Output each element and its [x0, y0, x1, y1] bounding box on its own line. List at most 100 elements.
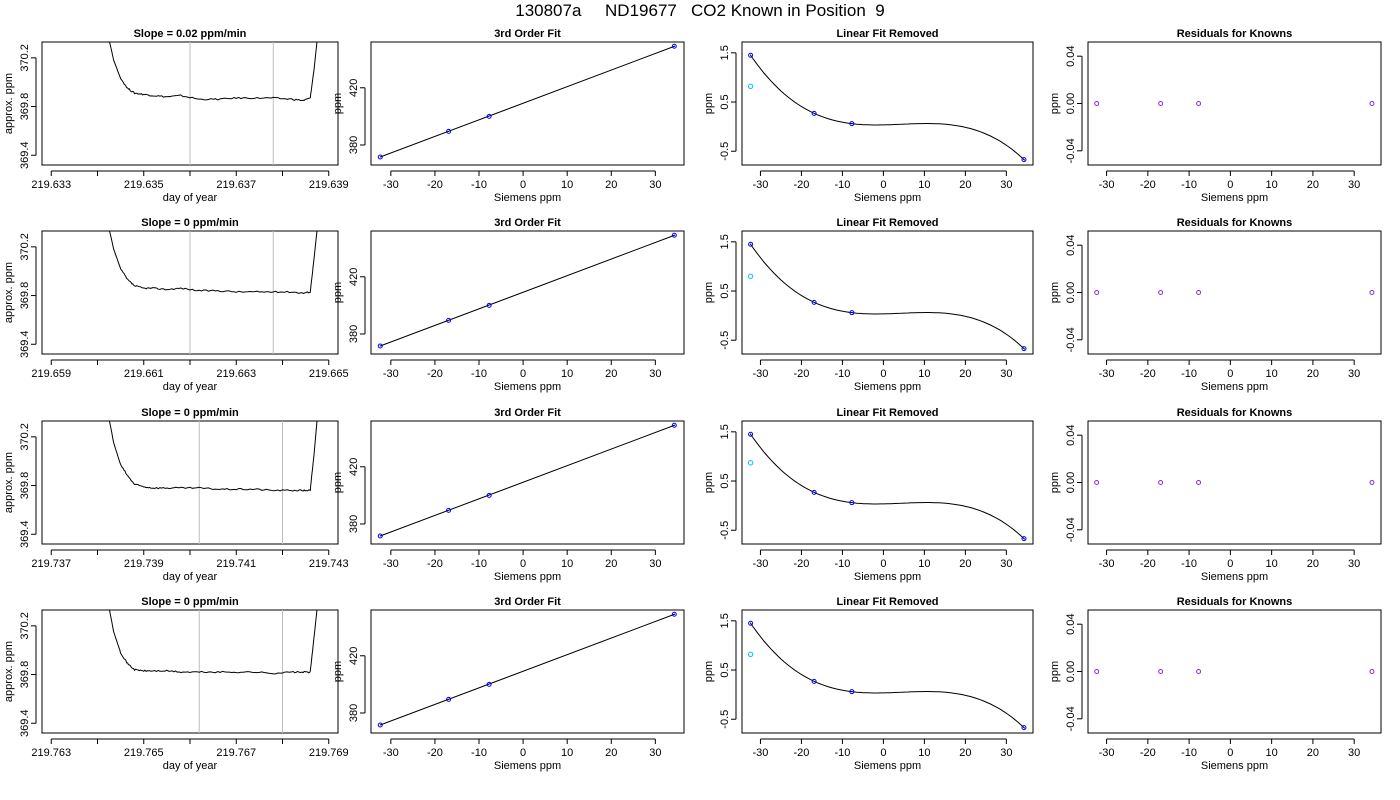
- r2-trace-y-tick-label: 369.4: [19, 330, 31, 358]
- r3-fit-y-tick-label: 420: [348, 458, 360, 476]
- r1-fit-x-tick-label: 0: [520, 179, 526, 191]
- r1-fit-fit-line: [379, 45, 676, 158]
- r1-resid_linear-ylabel: ppm: [703, 93, 715, 114]
- r2-resid_linear-y-tick-label: -0.5: [719, 331, 731, 350]
- r2-trace-xlabel: day of year: [163, 381, 218, 393]
- r2-fit-x-tick-label: 0: [520, 368, 526, 380]
- r3-resid_knowns-x-tick-label: -10: [1181, 558, 1197, 570]
- r4-fit-ylabel: ppm: [332, 661, 344, 682]
- r1-resid_knowns-x-tick-label: -30: [1099, 179, 1115, 191]
- r2-resid_linear-x-tick-label: 30: [1000, 368, 1012, 380]
- r3-trace-title: Slope = 0 ppm/min: [141, 407, 239, 419]
- r4-fit-x-tick-label: 30: [649, 747, 661, 759]
- r1-fit-title: 3rd Order Fit: [494, 28, 561, 40]
- r2-resid_linear-known-point: [1021, 346, 1027, 352]
- r3-resid_linear-x-tick-label: -20: [793, 558, 809, 570]
- r3-trace-x-tick-label: 219.741: [216, 558, 256, 570]
- r4-resid_knowns-ylabel: ppm: [1049, 661, 1061, 682]
- r2-fit-y-tick-label: 420: [348, 268, 360, 286]
- r2-resid_linear-x-tick-label: 20: [959, 368, 971, 380]
- r3-resid_linear-plot-frame: [741, 420, 1034, 545]
- r4-fit-title: 3rd Order Fit: [494, 596, 561, 608]
- r3-fit-known-point: [671, 422, 677, 428]
- r2-resid_linear-x-tick-label: 10: [918, 368, 930, 380]
- r2-fit-x-tick-label: 30: [649, 368, 661, 380]
- r4-trace-y-tick-label: 369.4: [19, 709, 31, 737]
- r4-resid_linear-title: Linear Fit Removed: [836, 596, 938, 608]
- r1-trace-y-tick-label: 369.4: [19, 141, 31, 169]
- r4-resid_linear-y-tick-label: 0.5: [719, 662, 731, 677]
- r1-resid_knowns-residual-point: [1158, 101, 1164, 106]
- figure-title: 130807a ND19677 CO2 Known in Position 9: [515, 1, 885, 20]
- r2-resid_knowns-x-tick-label: 0: [1227, 368, 1233, 380]
- r2-resid_linear-y-tick-label: 0.5: [719, 283, 731, 298]
- r3-trace-trace-line: [108, 421, 318, 492]
- r4-resid_linear-cubic-curve: [749, 622, 1026, 729]
- r4-resid_linear-x-tick-label: -20: [793, 747, 809, 759]
- r1-fit-known-point: [671, 43, 677, 49]
- r1-resid_knowns-y-tick-label: 0.00: [1065, 93, 1077, 114]
- r3-fit-x-tick-label: -10: [471, 558, 487, 570]
- r3-resid_knowns-x-tick-label: -30: [1099, 558, 1115, 570]
- r1-fit-ylabel: ppm: [332, 93, 344, 114]
- r2-fit-title: 3rd Order Fit: [494, 217, 561, 229]
- r2-resid_linear-y-tick-label: 1.5: [719, 234, 731, 249]
- r1-resid_linear-known-point: [811, 110, 817, 116]
- r3-fit-known-point: [446, 507, 452, 513]
- r4-trace-x-tick-label: 219.765: [124, 747, 164, 759]
- r2-resid_knowns-plot-frame: [1087, 230, 1382, 355]
- r2-fit-plot-frame: [370, 230, 685, 355]
- r3-fit-fit-line: [379, 424, 676, 537]
- r4-trace-y-tick-label: 369.8: [19, 661, 31, 689]
- r1-resid_linear-title: Linear Fit Removed: [836, 28, 938, 40]
- r3-resid_knowns-residual-point: [1094, 480, 1100, 485]
- r2-fit-ylabel: ppm: [332, 282, 344, 303]
- r2-resid_linear-x-tick-label: -10: [834, 368, 850, 380]
- r4-resid_linear-plot-frame: [741, 609, 1034, 734]
- r1-resid_linear-x-tick-label: 0: [880, 179, 886, 191]
- r1-resid_linear-known-point: [849, 121, 855, 127]
- r2-fit-xlabel: Siemens ppm: [494, 381, 561, 393]
- r1-resid_knowns-residual-point: [1094, 101, 1100, 106]
- r1-resid_linear-unknown-point: [747, 83, 754, 89]
- r4-resid_linear-ylabel: ppm: [703, 661, 715, 682]
- r3-resid_linear-title: Linear Fit Removed: [836, 407, 938, 419]
- r4-resid_knowns-residual-point: [1196, 669, 1202, 674]
- r2-fit-x-tick-label: 20: [605, 368, 617, 380]
- r1-fit-x-tick-label: 20: [605, 179, 617, 191]
- r3-resid_linear-x-tick-label: -30: [752, 558, 768, 570]
- r1-fit-known-point: [486, 113, 492, 119]
- r3-resid_knowns-ylabel: ppm: [1049, 472, 1061, 493]
- r1-trace-y-tick-label: 369.8: [19, 93, 31, 121]
- r3-resid_linear-y-tick-label: -0.5: [719, 521, 731, 540]
- r1-resid_linear-plot-frame: [741, 41, 1034, 166]
- r3-fit-known-point: [486, 492, 492, 498]
- r3-fit-x-tick-label: 10: [561, 558, 573, 570]
- r4-fit-x-tick-label: -10: [471, 747, 487, 759]
- r3-resid_linear-known-point: [811, 489, 817, 495]
- r4-trace-plot-frame: [41, 609, 339, 734]
- r2-trace-x-tick-label: 219.659: [31, 368, 71, 380]
- r4-resid_linear-x-tick-label: -30: [752, 747, 768, 759]
- r3-fit-x-tick-label: 30: [649, 558, 661, 570]
- r2-fit-known-point: [671, 232, 677, 238]
- r3-trace-y-tick-label: 369.8: [19, 472, 31, 500]
- r2-trace-x-tick-label: 219.665: [309, 368, 349, 380]
- r3-fit-xlabel: Siemens ppm: [494, 571, 561, 583]
- r3-resid_knowns-title: Residuals for Knowns: [1177, 407, 1293, 419]
- r4-resid_linear-unknown-point: [747, 651, 754, 657]
- r3-fit-y-tick-label: 380: [348, 515, 360, 533]
- r4-resid_linear-y-tick-label: 1.5: [719, 613, 731, 628]
- r4-fit-x-tick-label: 0: [520, 747, 526, 759]
- r1-resid_linear-y-tick-label: 1.5: [719, 45, 731, 60]
- r4-trace-x-tick-label: 219.769: [309, 747, 349, 759]
- r1-trace-title: Slope = 0.02 ppm/min: [134, 28, 247, 40]
- r3-resid_linear-known-point: [748, 431, 754, 437]
- r4-trace-x-tick-label: 219.763: [31, 747, 71, 759]
- r1-resid_linear-x-tick-label: -10: [834, 179, 850, 191]
- r4-fit-x-tick-label: 10: [561, 747, 573, 759]
- r1-trace-ylabel: approx. ppm: [3, 73, 15, 134]
- r3-resid_knowns-x-tick-label: 10: [1266, 558, 1278, 570]
- r1-trace-trace-line: [109, 42, 318, 102]
